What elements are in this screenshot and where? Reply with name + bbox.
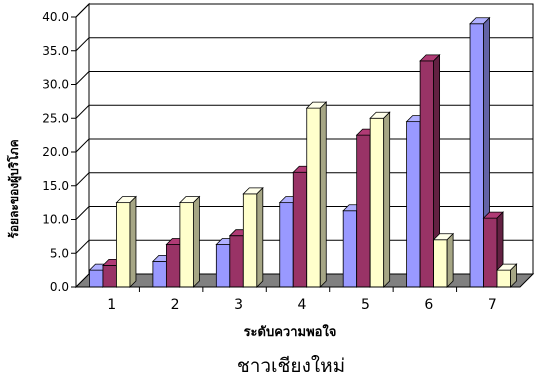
bar-front bbox=[292, 171, 308, 288]
bar-front bbox=[496, 269, 511, 288]
bar-front bbox=[152, 260, 167, 288]
bar-front bbox=[433, 239, 448, 288]
bar-front bbox=[89, 269, 104, 288]
bar-side bbox=[129, 195, 137, 288]
y-tick-label: 5.0 bbox=[50, 246, 69, 260]
x-tick-label: 7 bbox=[488, 297, 497, 313]
bar bbox=[242, 186, 264, 288]
bar-front bbox=[179, 202, 194, 288]
bar-front bbox=[242, 193, 258, 288]
bar-front bbox=[342, 210, 358, 288]
y-tick-label: 40.0 bbox=[42, 10, 69, 24]
x-axis-title: ระดับความพอใจ bbox=[244, 323, 337, 340]
bars bbox=[88, 16, 518, 288]
bar bbox=[419, 53, 441, 288]
bar-front bbox=[102, 264, 117, 288]
bar-side bbox=[446, 232, 454, 288]
y-tick-label: 35.0 bbox=[42, 44, 69, 58]
x-tick-label: 6 bbox=[424, 297, 433, 313]
bar-front bbox=[306, 107, 321, 288]
bar bbox=[178, 195, 201, 288]
bar-front bbox=[483, 217, 498, 288]
bar bbox=[305, 101, 328, 288]
y-axis-title: ร้อยละของผู้บริโภค bbox=[6, 139, 22, 238]
y-tick-label: 30.0 bbox=[42, 78, 69, 92]
bar bbox=[496, 263, 518, 288]
bar bbox=[369, 111, 391, 288]
bar bbox=[432, 232, 455, 288]
bar-side bbox=[256, 186, 264, 288]
x-tick-label: 2 bbox=[171, 297, 180, 313]
gridline bbox=[75, 71, 533, 85]
bar-front bbox=[356, 134, 371, 288]
x-tick-label: 3 bbox=[234, 297, 243, 313]
bar-side bbox=[319, 101, 327, 288]
bar bbox=[115, 195, 137, 288]
x-tick-labels: 1 2 3 4 5 6 7 bbox=[76, 286, 520, 313]
bar-side bbox=[510, 263, 517, 288]
bar-front bbox=[279, 202, 294, 288]
bar-front bbox=[369, 117, 385, 288]
gridline bbox=[75, 37, 533, 52]
y-tick-label: 15.0 bbox=[42, 179, 69, 193]
y-tick-labels: 0.0 5.0 10.0 15.0 20.0 25.0 30.0 35.0 40.0 bbox=[42, 10, 77, 294]
y-tick-label: 10.0 bbox=[42, 213, 69, 227]
bar-front bbox=[469, 23, 484, 288]
y-tick-label: 0.0 bbox=[50, 280, 69, 294]
bar-front bbox=[165, 244, 181, 288]
bar-front bbox=[116, 202, 131, 288]
x-tick-label: 4 bbox=[298, 297, 307, 313]
bar-side bbox=[192, 195, 200, 288]
bar-side bbox=[383, 111, 391, 288]
x-tick-label: 5 bbox=[361, 297, 370, 313]
bar-front bbox=[419, 60, 435, 288]
gridline bbox=[75, 104, 533, 119]
y-tick-label: 25.0 bbox=[42, 111, 69, 125]
bar-front bbox=[215, 244, 231, 288]
x-tick-label: 1 bbox=[107, 297, 116, 313]
gridline bbox=[75, 3, 533, 18]
bar-front bbox=[406, 121, 421, 288]
y-tick-label: 20.0 bbox=[42, 145, 69, 159]
bar-front bbox=[229, 235, 244, 288]
chart-caption: ชาวเชียงใหม่ bbox=[237, 355, 345, 377]
